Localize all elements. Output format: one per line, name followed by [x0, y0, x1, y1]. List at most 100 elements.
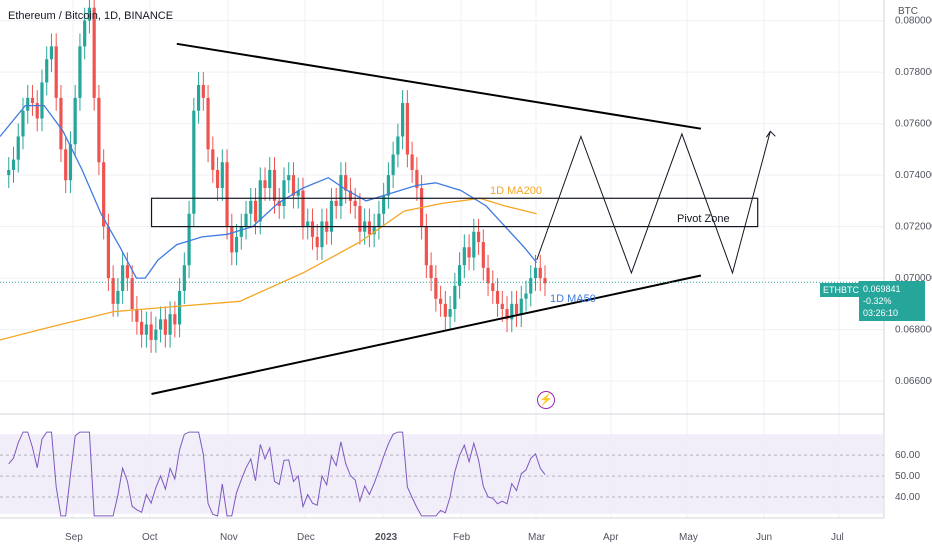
candle-body [514, 303, 519, 315]
candle-body [543, 278, 547, 284]
candle-body [201, 84, 205, 98]
candle-body [291, 175, 296, 196]
candle-body [163, 319, 167, 335]
pivot-zone-box [150, 197, 759, 228]
candle-body [358, 206, 362, 232]
x-tick-label: Apr [603, 532, 619, 543]
lightning-icon[interactable]: ⚡ [537, 391, 555, 409]
x-tick-label: Oct [142, 532, 158, 543]
candle-body [192, 110, 196, 214]
candle-body [367, 221, 372, 235]
ma200-line [0, 197, 537, 341]
triangle-lower-line [151, 274, 702, 395]
candle-body [64, 149, 68, 181]
candle-body [106, 226, 111, 279]
candle-body [206, 97, 210, 150]
candle-body [49, 46, 54, 60]
axis-currency: BTC [898, 6, 918, 17]
candle-body [21, 110, 25, 137]
candle-body [211, 149, 215, 170]
candle-body [382, 195, 386, 214]
rsi-tick-label: 40.00 [895, 492, 920, 503]
candle-body [92, 7, 96, 98]
candle-body [73, 97, 77, 145]
candle-body [524, 293, 528, 299]
candle-body [429, 265, 433, 279]
candle-body [144, 324, 148, 335]
candle-body [467, 247, 471, 258]
price-change: -0.32% [863, 296, 892, 306]
candle-body [287, 175, 291, 181]
candle-body [68, 144, 73, 181]
candle-body [315, 236, 319, 248]
candle-body [277, 200, 281, 206]
candle-body [102, 162, 106, 227]
candle-body [154, 329, 158, 340]
candle-body [83, 20, 87, 47]
candle-body [372, 226, 376, 235]
candle-body [125, 265, 129, 279]
candle-body [230, 226, 234, 253]
candle-body [187, 213, 191, 266]
rsi-tick-label: 50.00 [895, 471, 920, 482]
x-tick-label: Sep [65, 532, 83, 543]
candle-body [462, 247, 466, 266]
pivot-zone-label: Pivot Zone [677, 213, 730, 225]
candle-body [263, 180, 267, 188]
candle-body [253, 200, 258, 222]
x-tick-label: May [679, 532, 698, 543]
candle-body [135, 309, 139, 322]
candle-body [35, 103, 39, 119]
x-tick-label: Feb [453, 532, 471, 543]
candle-body [495, 290, 500, 304]
candle-body [30, 97, 35, 103]
candle-body [438, 298, 443, 304]
candle-body [457, 265, 462, 286]
candle-body [306, 221, 310, 227]
candle-body [140, 321, 144, 335]
candle-body [40, 82, 44, 119]
y-tick-label: 0.066000 [895, 376, 932, 387]
candle-body [377, 213, 381, 227]
ma50-label: 1D MA50 [550, 293, 596, 305]
candle-body [26, 97, 30, 111]
candle-body [97, 97, 101, 163]
candle-body [301, 190, 305, 227]
x-tick-label: Mar [528, 532, 546, 543]
candle-body [116, 290, 120, 304]
candle-body [486, 267, 490, 284]
candle-body [500, 303, 504, 309]
candle-body [87, 7, 92, 21]
chart-title: Ethereum / Bitcoin, 1D, BINANCE [8, 10, 174, 22]
candle-body [339, 175, 343, 206]
candle-body [424, 226, 428, 266]
candle-body [401, 103, 405, 137]
candle-body [7, 169, 11, 176]
candle-body [481, 242, 485, 268]
candle-body [296, 190, 300, 196]
candle-body [234, 236, 239, 253]
candle-body [168, 314, 172, 335]
rsi-tick-label: 60.00 [895, 450, 920, 461]
candle-body [130, 278, 134, 309]
candle-body [59, 97, 63, 150]
x-tick-label: Dec [297, 532, 315, 543]
candle-body [410, 154, 414, 170]
candle-body [272, 169, 277, 201]
candle-body [268, 169, 272, 188]
candle-body [196, 84, 201, 111]
rsi-line [8, 431, 546, 517]
last-price: 0.069841 [863, 284, 901, 294]
candle-body [415, 169, 419, 188]
candle-body [244, 213, 248, 227]
candle-body [16, 136, 20, 160]
bar-countdown: 03:26:10 [863, 308, 899, 318]
candle-body [448, 309, 452, 317]
